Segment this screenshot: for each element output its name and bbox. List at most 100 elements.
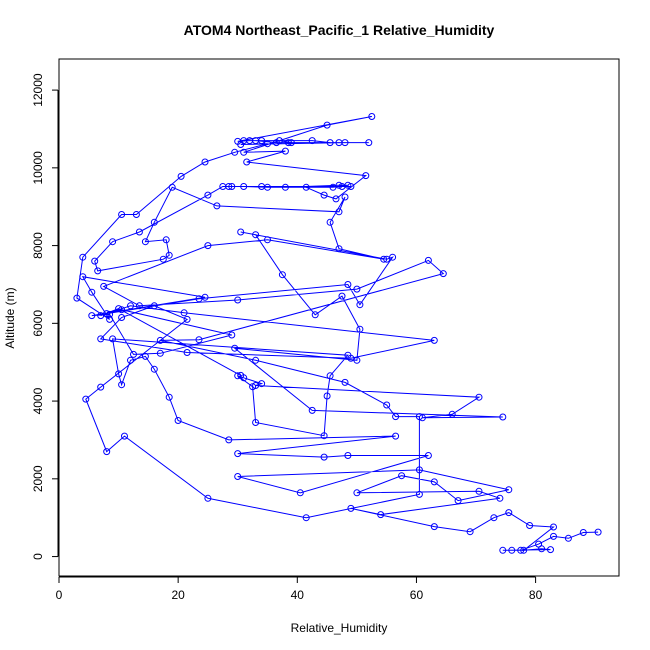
data-point [398,472,406,480]
data-point [302,183,310,191]
data-point [430,336,438,344]
data-point [150,218,158,226]
data-point [234,296,242,304]
data-point [97,383,105,391]
data-point [204,494,212,502]
y-tick-label: 12000 [31,73,45,107]
data-point [156,349,164,357]
data-point [496,494,504,502]
data-point [338,292,346,300]
data-point [234,450,242,458]
data-point [103,448,111,456]
data-point [490,514,498,522]
y-axis: 0 2000 4000 6000 8000 10000 12000 [31,73,59,560]
data-point [308,406,316,414]
data-point [240,183,248,190]
x-axis: 0 20 40 60 80 [56,576,543,602]
data-point [94,267,102,275]
data-point [240,148,248,156]
data-point [106,310,114,318]
data-point [234,137,242,145]
data-point [100,282,108,290]
data-point [204,242,212,250]
series-line [76,116,599,551]
data-point [424,256,432,264]
data-point [326,372,334,380]
data-point [243,158,251,166]
data-point [475,487,483,495]
data-point [579,529,587,536]
data-point [115,305,123,313]
data-point [219,183,227,190]
data-point [228,331,236,339]
x-tick-label: 40 [291,588,305,602]
data-point [135,228,143,236]
data-point [454,497,462,505]
data-point [97,312,105,320]
data-point [165,251,173,259]
data-point [415,490,423,498]
data-point [505,486,513,494]
data-point [439,270,447,278]
data-point [130,350,137,358]
data-point [106,315,114,323]
data-point [281,183,289,191]
data-point [234,372,242,380]
data-point [564,534,572,542]
data-point [302,514,310,522]
data-point [252,419,260,426]
data-point [526,522,534,529]
data-point [392,432,400,440]
data-point [73,294,81,302]
data-point [118,211,126,218]
data-point [159,255,167,263]
data-point [430,523,438,531]
data-point [103,310,111,318]
data-point [430,478,438,486]
data-point [278,271,286,279]
data-point [415,466,423,474]
y-tick-label: 0 [31,553,45,560]
data-point [594,528,602,536]
data-point [392,413,400,421]
data-point [201,293,209,301]
data-point [121,432,128,440]
data-point [320,191,328,199]
data-point [341,193,349,201]
data-point [332,195,340,203]
data-point [162,236,170,244]
data-point [141,238,149,246]
data-point [228,183,236,190]
data-point [499,413,507,421]
data-point [356,301,364,309]
chart-title: ATOM4 Northeast_Pacific_1 Relative_Humid… [184,22,495,38]
data-point [308,137,316,145]
data-point [79,273,87,281]
data-point [329,183,337,191]
data-point [132,211,140,218]
x-axis-label: Relative_Humidity [291,621,388,635]
data-point [508,546,516,554]
data-point [344,281,352,288]
data-point [252,382,260,389]
data-point [127,356,134,364]
data-point [231,148,239,156]
data-point [118,381,126,389]
data-point [550,523,557,531]
data-point [275,137,283,145]
data-point [323,392,331,400]
data-point [344,452,352,459]
data-point [335,245,343,253]
data-point [150,302,158,310]
data-point [415,413,423,421]
data-point [258,137,266,145]
data-point [201,158,209,166]
x-tick-label: 0 [56,588,63,602]
data-point [287,139,295,147]
data-point [326,218,334,226]
y-tick-label: 2000 [31,465,45,492]
y-tick-label: 4000 [31,387,45,414]
y-axis-label: Altitude (m) [3,287,17,348]
data-point [195,336,203,344]
data-point [383,401,391,409]
